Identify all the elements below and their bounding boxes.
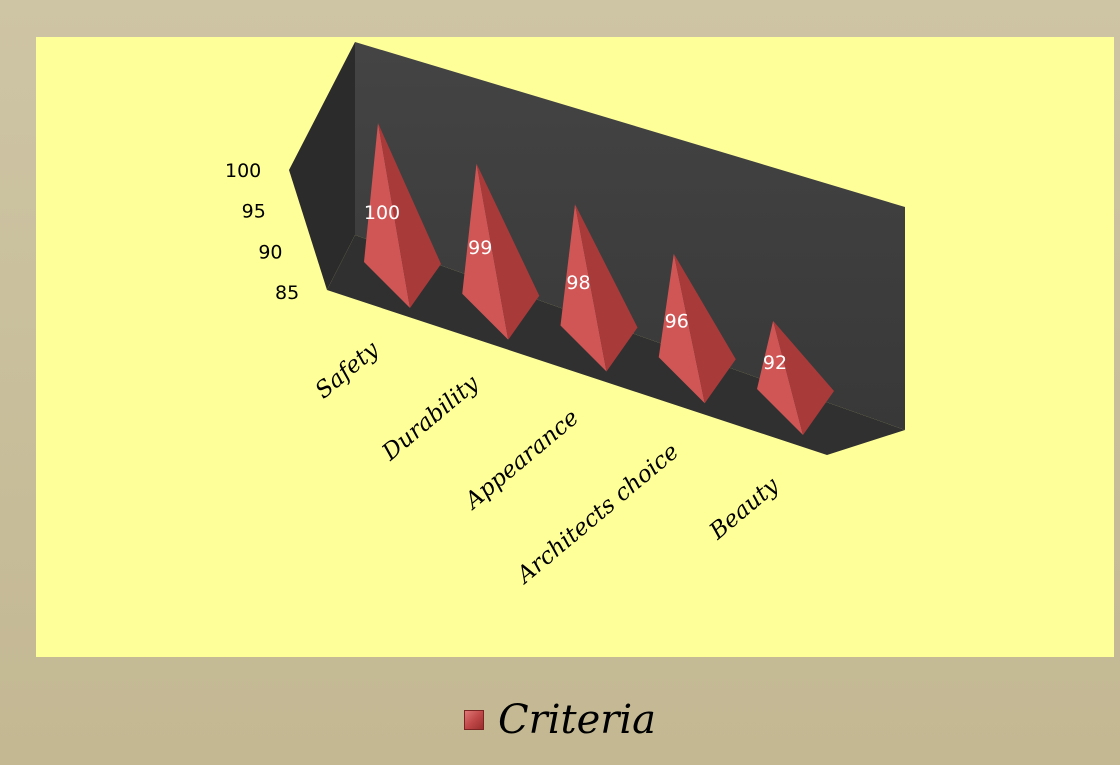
bar-front-face [757, 320, 803, 435]
bar-side-face [378, 123, 441, 308]
data-label-beauty: 92 [763, 352, 787, 374]
bar-durability [462, 163, 540, 340]
bar-front-face [462, 163, 509, 340]
bar-side-face [673, 253, 736, 404]
legend: Criteria [0, 690, 1120, 750]
data-label-safety: 100 [364, 202, 400, 224]
x-label-appearance: Appearance [459, 405, 584, 516]
y-tick-label: 95 [242, 201, 266, 223]
data-label-appearance: 98 [566, 272, 590, 294]
x-label-durability: Durability [377, 370, 485, 466]
y-tick-label: 100 [225, 160, 261, 182]
bar-architects-choice [658, 253, 736, 404]
bar-front-face [658, 253, 705, 404]
bar-beauty [757, 320, 834, 435]
data-label-architects-choice: 96 [665, 311, 689, 333]
bar-safety [364, 123, 441, 308]
bar-side-face [476, 163, 540, 340]
bar-front-face [364, 123, 410, 308]
y-tick-label: 90 [258, 241, 282, 263]
legend-swatch-criteria [463, 710, 484, 730]
legend-label-criteria: Criteria [497, 697, 657, 743]
y-tick-label: 85 [275, 282, 299, 304]
bar-side-face [575, 204, 638, 372]
x-label-beauty: Beauty [704, 472, 785, 545]
back-wall [355, 42, 905, 430]
bar-appearance [560, 204, 638, 372]
side-wall [289, 42, 355, 290]
data-label-durability: 99 [468, 237, 492, 259]
x-label-safety: Safety [311, 336, 385, 404]
bar-front-face [560, 204, 607, 372]
bar-side-face [773, 320, 834, 435]
